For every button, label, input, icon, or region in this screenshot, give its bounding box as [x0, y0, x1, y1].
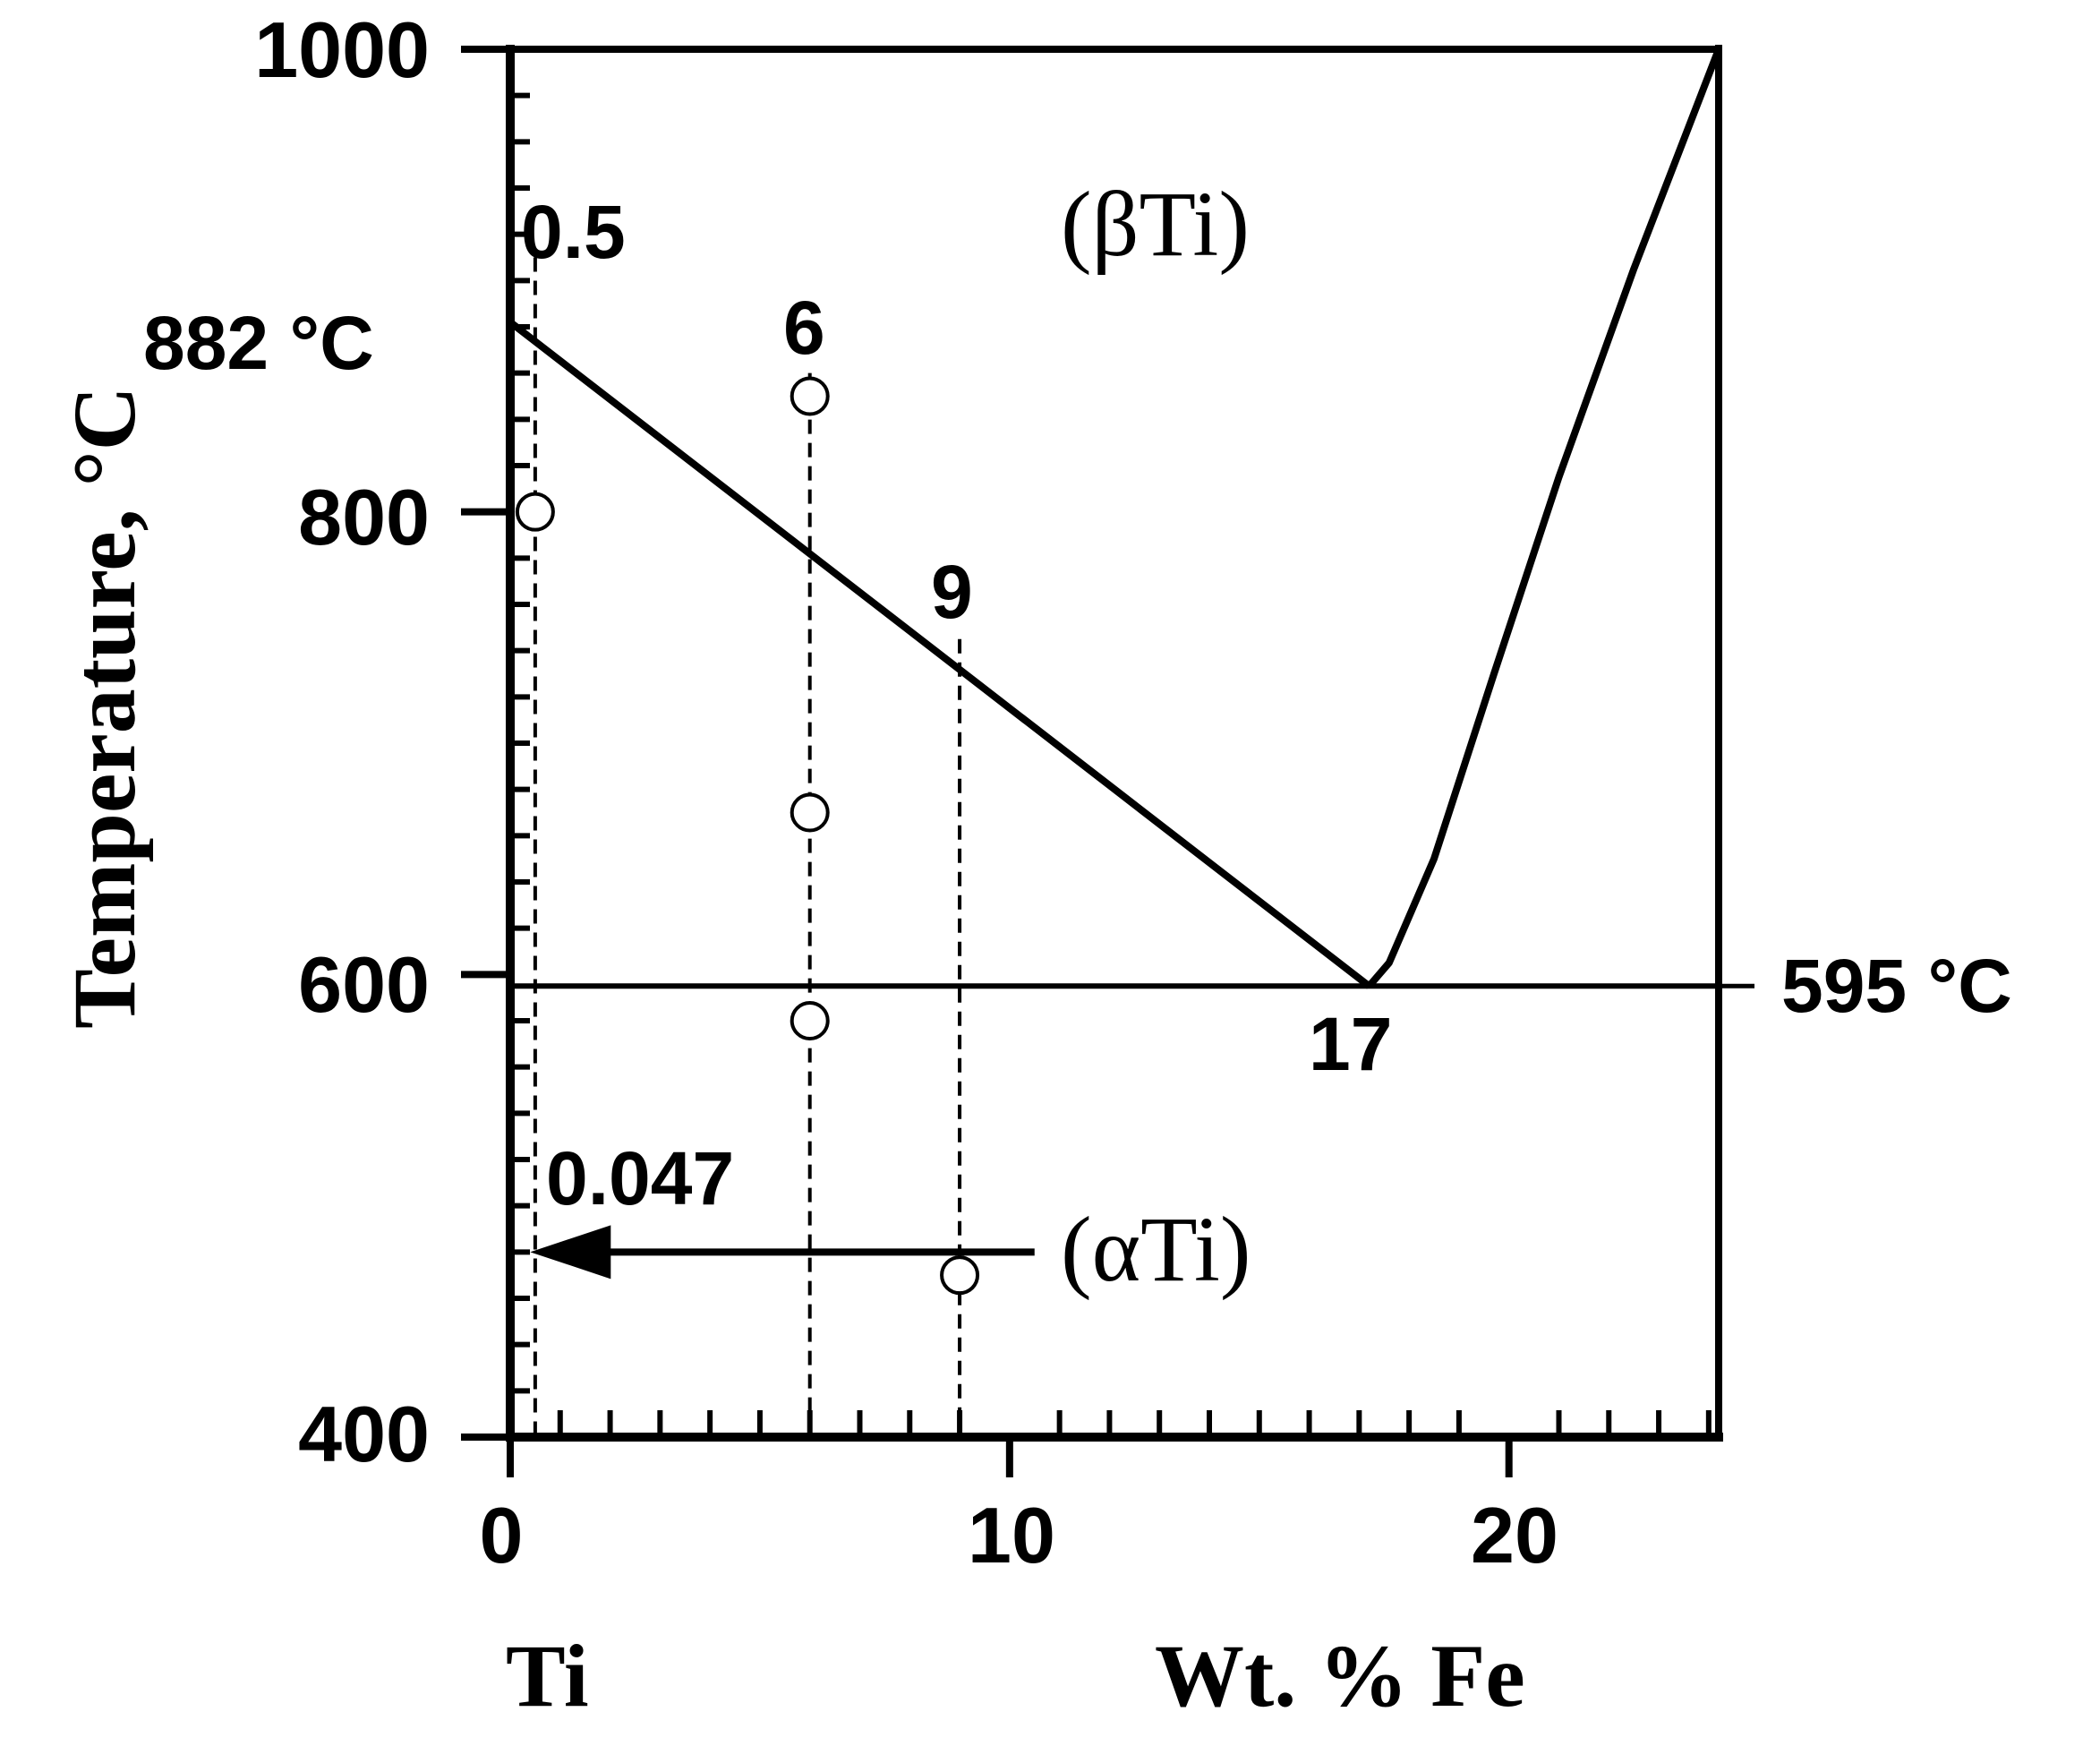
x-tick-label: 10 — [968, 1491, 1055, 1579]
data-point — [940, 1255, 980, 1296]
x-origin-label: Ti — [506, 1626, 589, 1725]
data-point — [790, 792, 830, 833]
composition-label-6: 6 — [783, 286, 825, 370]
beta-solvus-line — [1366, 47, 1722, 989]
composition-lines — [533, 257, 962, 1437]
solubility-arrow — [530, 1225, 1035, 1280]
alpha-solubility-label: 0.047 — [546, 1136, 734, 1220]
arrow-head — [530, 1225, 611, 1280]
beta-transus-line — [508, 319, 1371, 989]
y-axis-label: Temperature, °C — [55, 386, 154, 1029]
minor-ticks — [510, 92, 1712, 1437]
x-tick-label: 20 — [1471, 1491, 1558, 1579]
x-axis-label: Wt. % Fe — [1155, 1626, 1525, 1725]
eutectoid-temperature-label: 595 °C — [1781, 944, 2012, 1028]
composition-label-0.5: 0.5 — [521, 190, 626, 274]
data-point — [515, 492, 555, 532]
transus-temperature-label: 882 °C — [143, 301, 374, 385]
composition-label-9: 9 — [931, 550, 973, 634]
data-point — [790, 1001, 830, 1040]
x-tick-label: 0 — [480, 1491, 524, 1579]
eutectoid-composition-label: 17 — [1309, 1002, 1392, 1086]
y-tick-label: 1000 — [254, 5, 430, 94]
y-tick-label: 600 — [298, 940, 430, 1029]
data-points — [515, 376, 980, 1296]
phase-boundaries — [508, 46, 1754, 989]
y-tick-label: 400 — [298, 1390, 430, 1478]
y-tick-label: 800 — [298, 473, 430, 561]
beta-phase-label: (βTi) — [1061, 173, 1250, 276]
alpha-phase-label: (αTi) — [1061, 1198, 1251, 1301]
data-point — [790, 376, 830, 416]
